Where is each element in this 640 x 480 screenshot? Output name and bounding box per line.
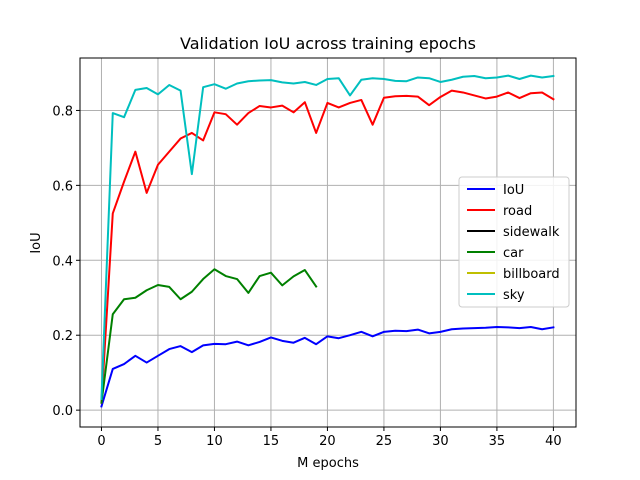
x-tick-label: 35 [489, 434, 506, 449]
y-axis-label: IoU [29, 232, 44, 253]
y-tick-label: 0.4 [52, 254, 73, 269]
series-line-car [100, 268, 318, 404]
x-axis-label: M epochs [297, 456, 359, 471]
y-tick-label: 0.6 [52, 179, 73, 194]
x-tick-label: 15 [263, 434, 280, 449]
x-tick-label: 0 [97, 434, 105, 449]
series-layer [100, 74, 555, 408]
series-line-road [100, 89, 555, 404]
legend-label-sky: sky [503, 288, 525, 303]
series-line-sky [100, 74, 555, 400]
y-axis: 0.0 0.2 0.4 0.6 0.8 [52, 104, 80, 419]
legend-label-billboard: billboard [503, 267, 560, 282]
y-tick-label: 0.8 [52, 104, 73, 119]
legend-label-iou: IoU [503, 183, 524, 198]
x-tick-label: 10 [206, 434, 223, 449]
legend-label-road: road [503, 204, 532, 219]
x-tick-label: 40 [545, 434, 562, 449]
plot-frame [79, 57, 577, 428]
legend-label-sidewalk: sidewalk [503, 225, 560, 240]
y-tick-label: 0.2 [52, 329, 73, 344]
x-tick-label: 25 [376, 434, 393, 449]
legend-label-car: car [503, 246, 524, 261]
y-tick-label: 0.0 [52, 404, 73, 419]
series-line-iou [100, 325, 555, 408]
chart-title: Validation IoU across training epochs [180, 34, 476, 53]
x-tick-label: 20 [319, 434, 336, 449]
legend: IoU road sidewalk car billboard sky [458, 176, 570, 308]
x-tick-label: 30 [432, 434, 449, 449]
grid [80, 58, 576, 427]
x-axis: 0 5 10 15 20 25 30 35 40 [97, 427, 562, 449]
x-tick-label: 5 [154, 434, 162, 449]
